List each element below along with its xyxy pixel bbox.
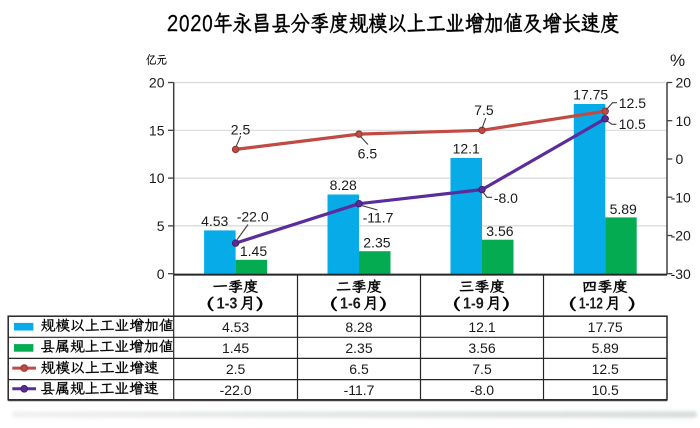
svg-text:6.5: 6.5 (358, 145, 378, 161)
svg-text:12.1: 12.1 (468, 319, 495, 335)
svg-text:%: % (670, 51, 685, 70)
svg-text:6.5: 6.5 (349, 361, 369, 377)
svg-text:-11.7: -11.7 (344, 382, 375, 398)
svg-text:12.5: 12.5 (592, 361, 619, 377)
svg-text:8.28: 8.28 (330, 177, 357, 193)
svg-text:-11.7: -11.7 (363, 209, 394, 225)
svg-text:12.1: 12.1 (453, 140, 480, 156)
svg-text:3.56: 3.56 (486, 223, 513, 239)
svg-text:7.5: 7.5 (472, 361, 492, 377)
svg-text:1-12: 1-12 (579, 295, 603, 312)
svg-text:12.5: 12.5 (619, 95, 646, 111)
svg-text:-8.0: -8.0 (470, 382, 494, 398)
svg-text:15: 15 (149, 122, 165, 138)
svg-text:-22.0: -22.0 (220, 382, 252, 398)
svg-text:10.5: 10.5 (619, 116, 646, 132)
svg-text:-22.0: -22.0 (237, 208, 269, 224)
svg-text:8.28: 8.28 (345, 319, 372, 335)
svg-text:2.35: 2.35 (363, 235, 390, 251)
svg-text:2.5: 2.5 (226, 361, 246, 377)
svg-text:5: 5 (157, 218, 165, 234)
svg-text:0: 0 (676, 151, 684, 167)
svg-text:1-3: 1-3 (217, 295, 238, 312)
svg-text:-8.0: -8.0 (494, 190, 518, 206)
svg-text:1-6: 1-6 (340, 295, 361, 312)
svg-text:4.53: 4.53 (222, 319, 249, 335)
svg-text:1.45: 1.45 (222, 340, 249, 356)
svg-text:-20: -20 (671, 228, 691, 244)
svg-text:1.45: 1.45 (240, 243, 267, 259)
svg-text:2.5: 2.5 (231, 121, 251, 137)
svg-text:17.75: 17.75 (588, 319, 623, 335)
svg-text:-30: -30 (671, 266, 691, 282)
svg-text:17.75: 17.75 (573, 86, 608, 102)
svg-text:10: 10 (676, 113, 692, 129)
svg-text:4.53: 4.53 (201, 213, 228, 229)
svg-text:-10: -10 (671, 189, 691, 205)
svg-text:5.89: 5.89 (610, 201, 637, 217)
svg-text:10: 10 (149, 170, 165, 186)
svg-text:10.5: 10.5 (592, 382, 619, 398)
svg-text:3.56: 3.56 (468, 340, 495, 356)
svg-text:7.5: 7.5 (474, 102, 494, 118)
svg-text:0: 0 (157, 266, 165, 282)
svg-text:2.35: 2.35 (345, 340, 372, 356)
svg-text:1-9: 1-9 (463, 295, 484, 312)
svg-text:5.89: 5.89 (592, 340, 619, 356)
svg-text:20: 20 (676, 75, 692, 91)
svg-text:20: 20 (149, 75, 165, 91)
